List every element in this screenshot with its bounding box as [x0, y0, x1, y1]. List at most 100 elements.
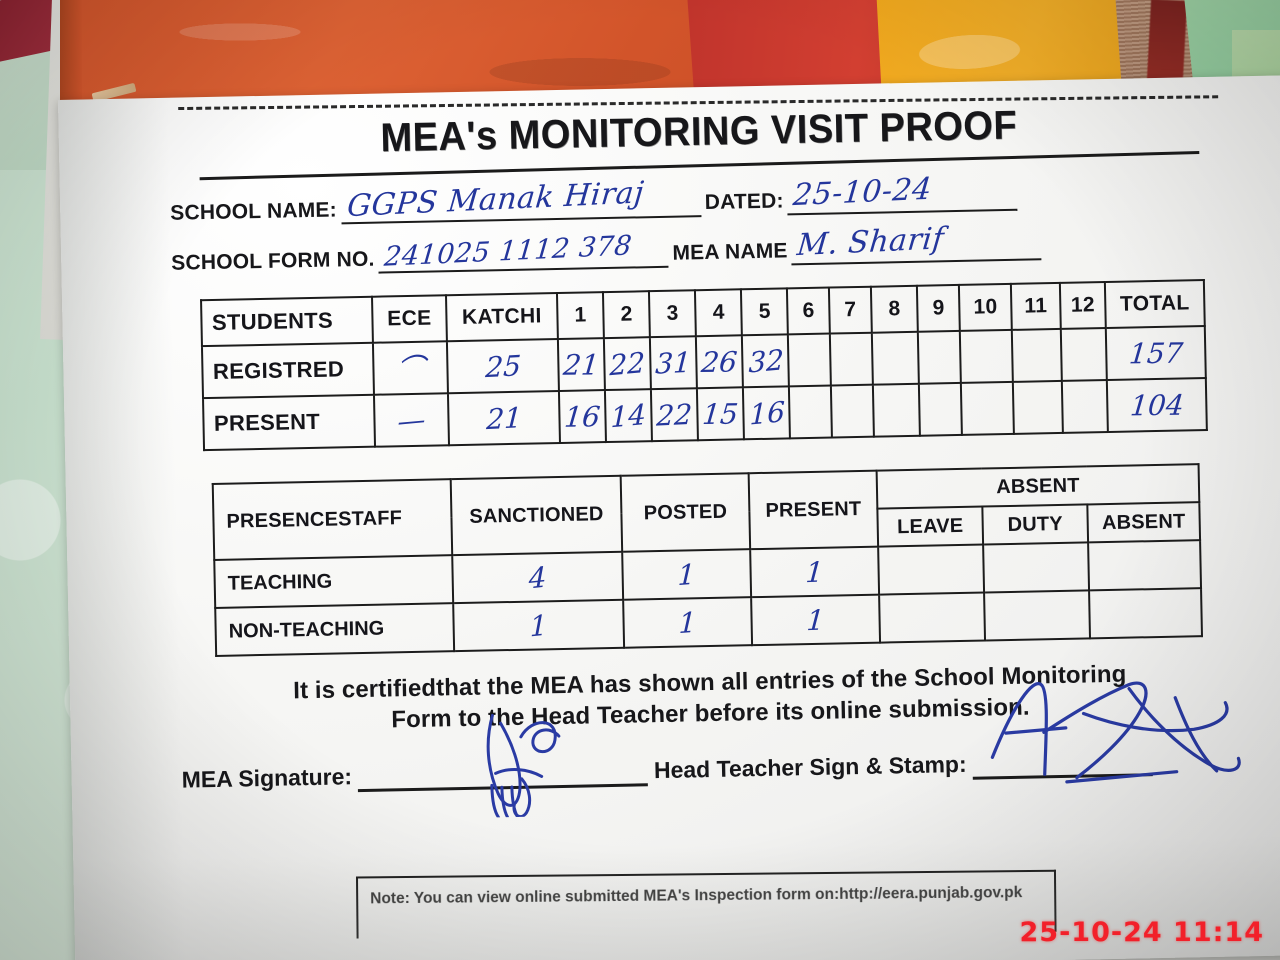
handwritten-value: 4 [528, 559, 547, 596]
footer-note-text: Note: You can view online submitted MEA'… [370, 884, 1023, 908]
students-header-6: 6 [787, 287, 830, 335]
students-cell[interactable] [829, 332, 873, 386]
staff-subheader-duty: DUTY [982, 504, 1089, 545]
students-cell[interactable]: 21 [447, 391, 561, 446]
students-cell[interactable]: 14 [605, 389, 653, 443]
students-header-katchi: KATCHI [445, 293, 558, 342]
handwritten-value: 1 [804, 555, 825, 589]
staff-cell[interactable]: 1 [751, 594, 881, 646]
school-name-label: SCHOOL NAME: [170, 198, 338, 225]
handwritten-value: 14 [610, 397, 647, 434]
students-header-7: 7 [829, 286, 872, 334]
students-cell[interactable]: 22 [603, 337, 652, 391]
students-header-students: STUDENTS [200, 296, 373, 347]
head-teacher-signature-field[interactable] [972, 681, 1241, 784]
staff-cell[interactable]: 1 [623, 597, 753, 648]
students-cell[interactable]: — [374, 393, 449, 447]
staff-cell[interactable]: 4 [452, 551, 624, 604]
students-cell[interactable]: 104 [1107, 378, 1207, 432]
staff-cell[interactable] [984, 590, 1091, 641]
mea-name-label: MEA NAME [672, 239, 788, 265]
students-cell[interactable]: ⌒ [372, 341, 448, 395]
students-cell[interactable] [788, 333, 832, 387]
school-name-value: GGPS Manak Hiraj [345, 175, 646, 225]
students-cell[interactable]: 157 [1106, 326, 1206, 380]
school-form-no-value: 241025 1112 378 [383, 230, 634, 273]
school-form-no-field[interactable]: 241025 1112 378 [378, 230, 669, 274]
staff-cell[interactable] [1089, 588, 1202, 639]
students-header-total: TOTAL [1105, 280, 1205, 329]
school-name-field[interactable]: GGPS Manak Hiraj [340, 175, 701, 225]
students-cell[interactable] [1060, 328, 1108, 381]
certification-text: It is certifiedthat the MEA has shown al… [180, 656, 1241, 740]
staff-header-absent-group: ABSENT [876, 464, 1200, 509]
handwritten-value: 104 [1128, 388, 1185, 422]
students-row-label: REGISTRED [201, 342, 375, 399]
students-cell[interactable] [872, 383, 921, 437]
handwritten-value: 22 [655, 397, 694, 433]
background-orange-cloth-fold [60, 0, 82, 112]
handwritten-value: 21 [562, 347, 601, 382]
handwritten-value: — [397, 402, 426, 438]
staff-cell[interactable] [983, 542, 1090, 593]
mea-name-field[interactable]: M. Sharif [791, 221, 1042, 266]
monitoring-form-sheet: MEA's MONITORING VISIT PROOF SCHOOL NAME… [58, 75, 1280, 960]
students-cell[interactable] [919, 382, 963, 436]
mea-signature-field[interactable] [357, 714, 649, 819]
students-header-5: 5 [741, 288, 789, 336]
staff-row-label: TEACHING [214, 555, 454, 608]
staff-cell[interactable] [879, 592, 986, 643]
staff-cell[interactable]: 1 [453, 599, 625, 652]
staff-table-wrapper: PRESENCESTAFF SANCTIONED POSTED PRESENT … [176, 462, 1239, 657]
students-header-3: 3 [649, 290, 697, 338]
mea-name-value: M. Sharif [795, 221, 947, 264]
students-cell[interactable] [871, 331, 920, 385]
staff-cell[interactable] [1088, 540, 1202, 591]
students-header-12: 12 [1059, 282, 1107, 329]
students-cell[interactable] [1012, 328, 1062, 382]
staff-cell[interactable]: 1 [622, 549, 752, 600]
handwritten-value: 1 [678, 605, 698, 640]
staff-presence-table: PRESENCESTAFF SANCTIONED POSTED PRESENT … [212, 463, 1203, 657]
staff-header-sanctioned: SANCTIONED [450, 475, 623, 556]
staff-cell[interactable] [878, 544, 985, 595]
students-header-4: 4 [695, 289, 743, 337]
students-cell[interactable] [1013, 380, 1063, 434]
form-content: MEA's MONITORING VISIT PROOF SCHOOL NAME… [168, 77, 1242, 819]
students-cell[interactable] [831, 384, 874, 438]
students-cell[interactable]: 32 [742, 334, 790, 388]
dated-label: DATED: [704, 189, 784, 215]
handwritten-value: 25 [484, 348, 522, 384]
handwritten-value: 26 [700, 345, 740, 379]
students-cell[interactable] [960, 381, 1015, 435]
dated-field[interactable]: 25-10-24 [787, 172, 1018, 216]
students-cell[interactable]: 15 [697, 387, 745, 441]
students-cell[interactable]: 16 [558, 390, 607, 443]
students-cell[interactable] [959, 329, 1014, 383]
students-table: STUDENTS ECE KATCHI 1 2 3 4 5 6 7 8 9 10 11 12 TOTAL RE… [200, 279, 1208, 451]
handwritten-value: 16 [563, 399, 602, 434]
students-cell[interactable]: 21 [557, 338, 606, 392]
students-cell[interactable]: 16 [743, 386, 791, 440]
students-cell[interactable]: 25 [446, 339, 559, 394]
handwritten-value: 16 [748, 394, 785, 432]
school-name-row: SCHOOL NAME: GGPS Manak Hiraj DATED: 25-… [170, 172, 1230, 227]
students-header-ece: ECE [372, 295, 447, 343]
handwritten-value: ⌒ [396, 351, 425, 388]
staff-corner-header: PRESENCESTAFF [212, 479, 453, 560]
footer-note-box: Note: You can view online submitted MEA'… [355, 869, 1057, 939]
students-cell[interactable]: 22 [651, 388, 699, 442]
signature-row: MEA Signature: Head T [181, 681, 1241, 819]
students-header-10: 10 [959, 283, 1013, 331]
staff-table-body: TEACHING 4 1 1 NON-TEACHING 1 1 1 [214, 540, 1202, 656]
students-cell[interactable]: 26 [696, 335, 744, 389]
students-cell[interactable] [918, 330, 961, 384]
staff-subheader-leave: LEAVE [877, 506, 984, 547]
students-cell[interactable]: 31 [650, 336, 698, 390]
school-form-no-label: SCHOOL FORM NO. [171, 247, 375, 275]
staff-cell[interactable]: 1 [750, 546, 880, 598]
students-table-body: REGISTRED ⌒ 25 21 22 31 26 32 157 PRESENT —21 16 14 2… [201, 326, 1207, 451]
students-cell[interactable] [1061, 379, 1109, 433]
students-cell[interactable] [789, 385, 833, 439]
